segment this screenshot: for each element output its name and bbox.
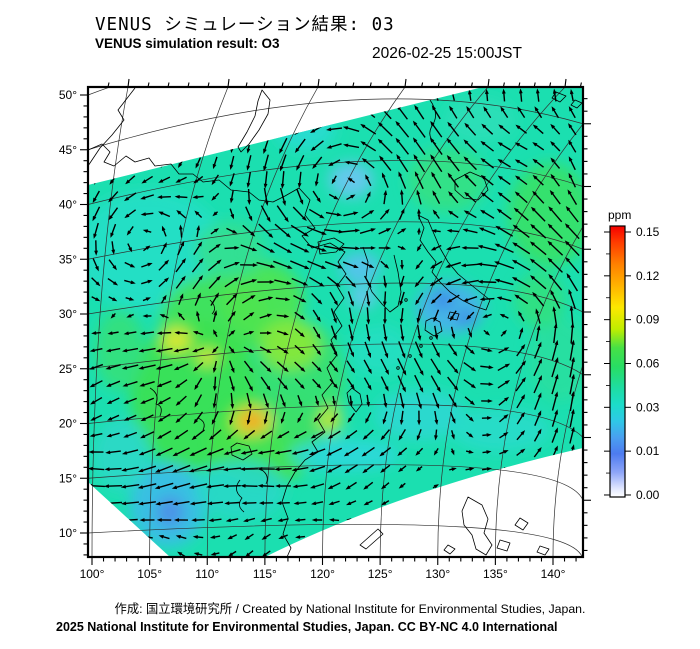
x-axis-labels: 100° 105° 110° 115° 120° 125° 130° 135° 140° [80, 567, 566, 581]
field-blob [88, 190, 225, 310]
field-blob [416, 282, 484, 334]
colorbar-tick-label: 0.00 [636, 488, 660, 502]
colorbar-tick-label: 0.15 [636, 225, 660, 239]
colorbar-tick-label: 0.09 [636, 313, 660, 327]
field-blob [195, 460, 285, 520]
timestamp: 2026-02-25 15:00JST [372, 45, 522, 62]
x-tick-label: 105° [137, 567, 162, 581]
field-blob [450, 408, 550, 452]
axis-ticks [80, 78, 591, 565]
field-blob [94, 419, 150, 491]
field-blob [528, 318, 583, 402]
x-tick-label: 130° [425, 567, 450, 581]
field-blob [508, 163, 583, 267]
colorbar-tick-label: 0.03 [636, 400, 660, 414]
field-blob [156, 496, 184, 528]
y-tick-label: 15° [59, 471, 77, 485]
y-tick-label: 25° [59, 362, 77, 376]
x-tick-label: 135° [483, 567, 508, 581]
field-blob [195, 222, 265, 278]
page-title-english: VENUS simulation result: O3 [95, 36, 280, 51]
coastlines [88, 87, 583, 557]
field-blob [433, 292, 453, 308]
field-blob [350, 325, 410, 375]
field-blob [375, 390, 465, 440]
y-tick-label: 35° [59, 252, 77, 266]
y-axis-labels: 10° 15° 20° 25° 30° 35° 40° 45° 50° [59, 88, 77, 540]
field-blob [445, 98, 515, 142]
x-tick-label: 120° [310, 567, 335, 581]
x-tick-label: 110° [195, 567, 219, 581]
colorbar: ppm 0.15 0.12 0.09 0.06 0.03 0.01 0.00 [604, 208, 660, 502]
x-tick-label: 125° [368, 567, 393, 581]
field-blob [260, 320, 320, 370]
y-tick-label: 50° [59, 88, 77, 102]
y-tick-label: 20° [59, 417, 77, 431]
attribution-line: 作成: 国立環境研究所 / Created by National Instit… [114, 602, 586, 616]
y-tick-label: 10° [59, 526, 77, 540]
field-blob [318, 406, 342, 434]
field-blob [241, 412, 263, 430]
colorbar-unit-label: ppm [608, 208, 631, 222]
x-tick-label: 140° [541, 567, 566, 581]
colorbar-tick-label: 0.06 [636, 356, 660, 370]
license-line: 2025 National Institute for Environmenta… [56, 620, 558, 634]
y-tick-label: 45° [59, 143, 77, 157]
field-blob [340, 252, 380, 284]
x-tick-label: 115° [253, 567, 277, 581]
y-tick-label: 40° [59, 198, 77, 212]
x-tick-label: 100° [80, 567, 105, 581]
colorbar-tick-label: 0.12 [636, 269, 660, 283]
field-blob [457, 311, 475, 325]
field-blob [95, 310, 145, 390]
page-title-japanese: VENUS シミュレーション結果: 03 [95, 15, 395, 35]
y-tick-label: 30° [59, 307, 77, 321]
colorbar-tick-label: 0.01 [636, 444, 660, 458]
